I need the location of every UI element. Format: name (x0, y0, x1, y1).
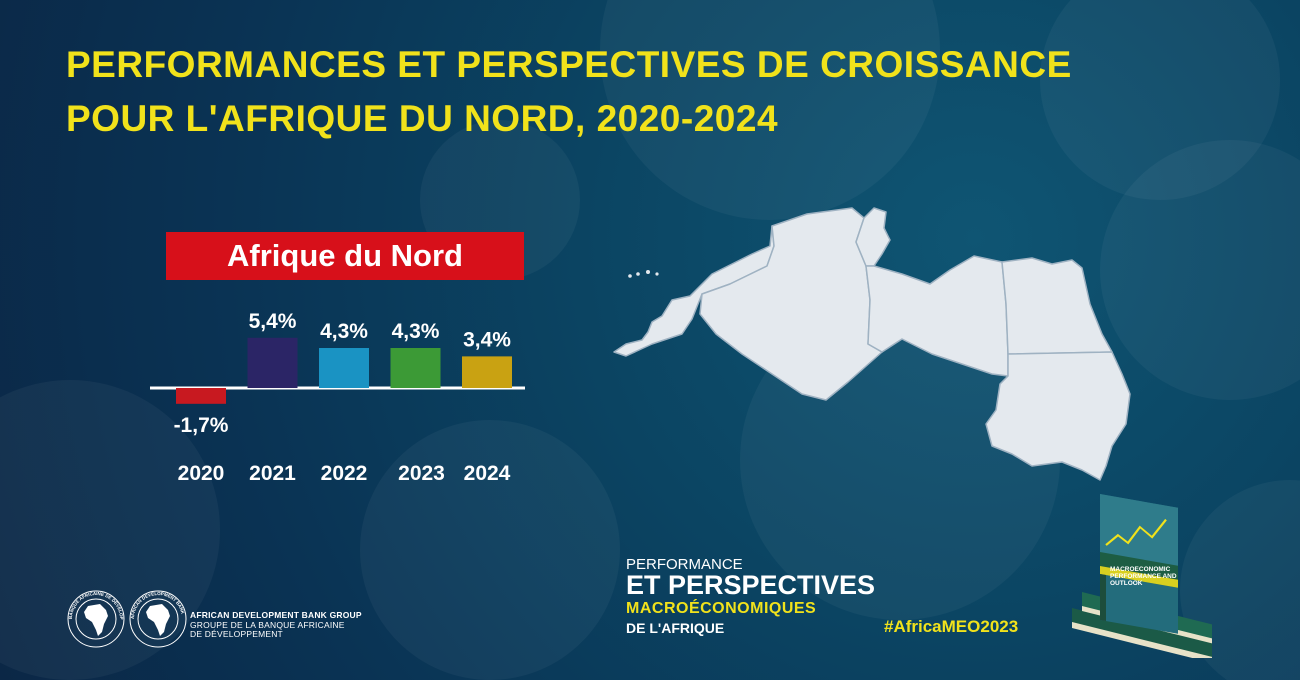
title-line-2: POUR L'AFRIQUE DU NORD, 2020-2024 (66, 98, 779, 139)
map-libya (865, 255, 1009, 377)
brand-line-1: PERFORMANCE (626, 556, 743, 573)
report-book: MACROECONOMIC PERFORMANCE AND OUTLOOK (1072, 494, 1212, 658)
bg-bubble (360, 420, 620, 680)
bar-2023 (390, 348, 441, 388)
bar-2024 (462, 356, 512, 388)
brand-line-3: MACROÉCONOMIQUES (626, 600, 817, 617)
x-tick-2024: 2024 (464, 462, 511, 485)
bg-bubble (1040, 0, 1280, 200)
map-tunisia (855, 207, 891, 267)
afdb-logo: BANQUE AFRICAINE DE DÉVELOPPEMENT AFRICA… (66, 586, 187, 648)
bar-2022 (319, 348, 369, 388)
data-label-2023: 4,3% (392, 320, 440, 343)
bar-2020 (176, 388, 226, 404)
region-label: Afrique du Nord (166, 232, 524, 280)
map-sudan (985, 351, 1131, 481)
book-title: MACROECONOMIC PERFORMANCE AND OUTLOOK (1110, 566, 1177, 587)
hashtag[interactable]: #AfricaMEO2023 (884, 617, 1019, 636)
north-africa-map (613, 207, 1131, 481)
data-label-2021: 5,4% (249, 310, 297, 333)
org-name-fr-line2: DE DÉVELOPPEMENT (190, 629, 283, 639)
data-label-2020: -1,7% (174, 414, 229, 437)
brand-line-2: ET PERSPECTIVES (626, 570, 876, 600)
x-tick-2022: 2022 (321, 462, 368, 485)
brand-line-4: DE L'AFRIQUE (626, 620, 725, 636)
x-tick-2021: 2021 (249, 462, 296, 485)
bar-chart: -1,7% 2020 5,4% 2021 4,3% 2022 4,3% 2023 3,4% 202… (150, 310, 525, 485)
map-egypt (1001, 257, 1113, 355)
bar-2021 (247, 337, 298, 388)
bg-bubble (1100, 140, 1300, 400)
map-algeria (699, 207, 883, 401)
data-label-2024: 3,4% (463, 328, 511, 351)
org-name-fr-line1: GROUPE DE LA BANQUE AFRICAINE (190, 620, 345, 630)
x-tick-2023: 2023 (398, 462, 445, 485)
org-name-en: AFRICAN DEVELOPMENT BANK GROUP (190, 610, 362, 620)
data-label-2022: 4,3% (320, 320, 368, 343)
title-line-1: PERFORMANCES ET PERSPECTIVES DE CROISSAN… (66, 44, 1072, 85)
x-tick-2020: 2020 (178, 462, 225, 485)
